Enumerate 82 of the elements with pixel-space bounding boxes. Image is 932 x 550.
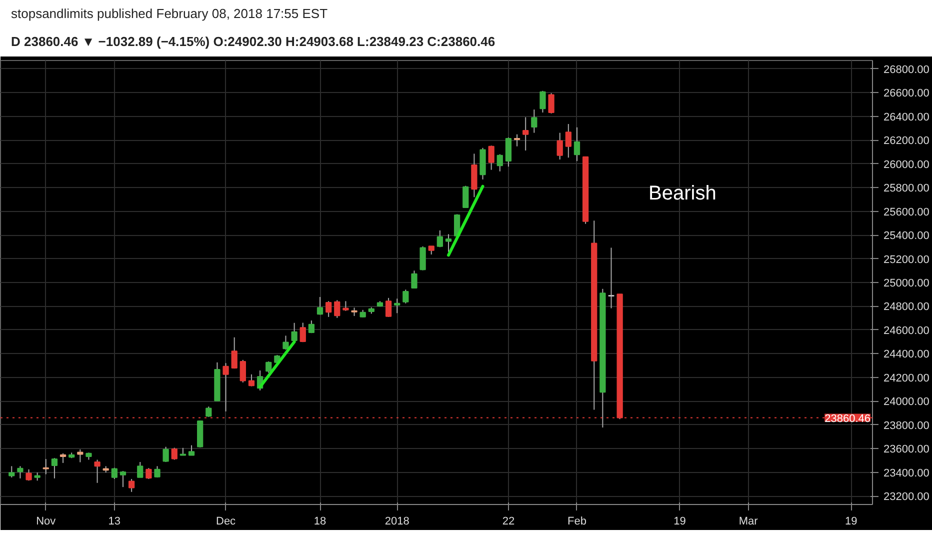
y-tick-label: 26600.00 (884, 88, 930, 100)
candlestick (326, 300, 332, 318)
candlestick (291, 322, 298, 342)
y-tick-label: 23800.00 (884, 420, 930, 432)
x-tick-label: 19 (844, 516, 858, 528)
candlestick (531, 109, 538, 134)
y-tick-label: 24400.00 (884, 348, 930, 361)
candlestick (266, 360, 272, 374)
candlestick (385, 297, 392, 318)
candlestick (540, 90, 546, 113)
candlestick (496, 154, 503, 172)
candlestick (300, 322, 306, 343)
candlestick (462, 185, 469, 208)
x-tick-label: Feb (568, 516, 586, 528)
y-tick-label: 26000.00 (884, 158, 930, 171)
candlestick (26, 468, 32, 482)
chart-title: stopsandlimits published February 08, 2018 17:55 EST (11, 5, 328, 23)
y-tick-label: 24000.00 (884, 396, 930, 408)
candlestick (308, 320, 315, 334)
y-tick-label: 24800.00 (884, 301, 930, 314)
x-tick-label: 18 (314, 516, 326, 528)
x-tick-label: 22 (502, 516, 515, 528)
candlestick (402, 289, 409, 304)
candlestick (420, 246, 426, 271)
y-tick-label: 26200.00 (884, 135, 930, 148)
candlestick (120, 470, 126, 488)
y-tick-label: 23200.00 (884, 491, 930, 504)
candlestick (206, 406, 212, 418)
candlestick (514, 134, 520, 147)
chart-subtitle: D 23860.46 ▼ −1032.89 (−4.15%) O:24902.30 H:24903.68 L:23849.23 C:23860.46 (11, 33, 496, 51)
y-tick-label: 25600.00 (884, 206, 930, 218)
y-tick-label: 26800.00 (884, 64, 930, 76)
candlestick (231, 336, 238, 370)
candlestick (282, 335, 289, 350)
candlestick (154, 466, 160, 478)
x-tick-label: Nov (36, 516, 56, 528)
y-tick-label: 23400.00 (884, 467, 930, 480)
candlestick (60, 452, 66, 464)
candlestick (548, 92, 554, 114)
candlestick (411, 270, 418, 289)
candlestick (342, 300, 349, 312)
candlestick (42, 458, 49, 475)
candlestick (51, 458, 58, 479)
candlestick (608, 247, 614, 309)
y-tick-label: 25400.00 (884, 230, 930, 242)
candlestick (188, 444, 195, 456)
candlestick (222, 362, 229, 412)
x-tick-label: 2018 (384, 516, 410, 528)
candlestick (436, 230, 443, 248)
candlestick (394, 298, 400, 314)
candlestick (316, 296, 324, 316)
x-tick-label: Mar (738, 516, 758, 528)
candlestick (128, 478, 135, 492)
candlestick (565, 124, 572, 158)
candlestick (94, 459, 100, 484)
y-tick-label: 26400.00 (884, 111, 930, 124)
candlestick (17, 466, 24, 479)
candlestick (334, 300, 340, 318)
candlestick (137, 462, 144, 478)
candlestick (77, 448, 84, 463)
candlestick (505, 137, 512, 168)
y-tick-label: 24200.00 (884, 372, 930, 384)
candlestick (574, 126, 580, 162)
x-tick-label: Dec (216, 516, 236, 528)
annotation: Bearish (648, 182, 716, 204)
y-tick-label: 24600.00 (884, 324, 930, 337)
candlestick (162, 446, 169, 462)
candlestick (556, 132, 563, 160)
candlestick (445, 234, 452, 252)
x-tick-label: 19 (674, 516, 686, 528)
candlestick (488, 145, 494, 170)
y-tick-label: 25800.00 (884, 182, 930, 195)
y-tick-label: 25000.00 (884, 278, 930, 290)
candlestick (248, 374, 255, 387)
y-tick-label: 23600.00 (884, 444, 930, 456)
y-tick-label: 25200.00 (884, 254, 930, 266)
candlestick (111, 467, 118, 480)
candlestick (8, 466, 15, 478)
candlestick (522, 116, 529, 151)
x-tick-label: 13 (108, 516, 121, 528)
candlestick (146, 468, 152, 480)
candlestick (240, 359, 246, 383)
